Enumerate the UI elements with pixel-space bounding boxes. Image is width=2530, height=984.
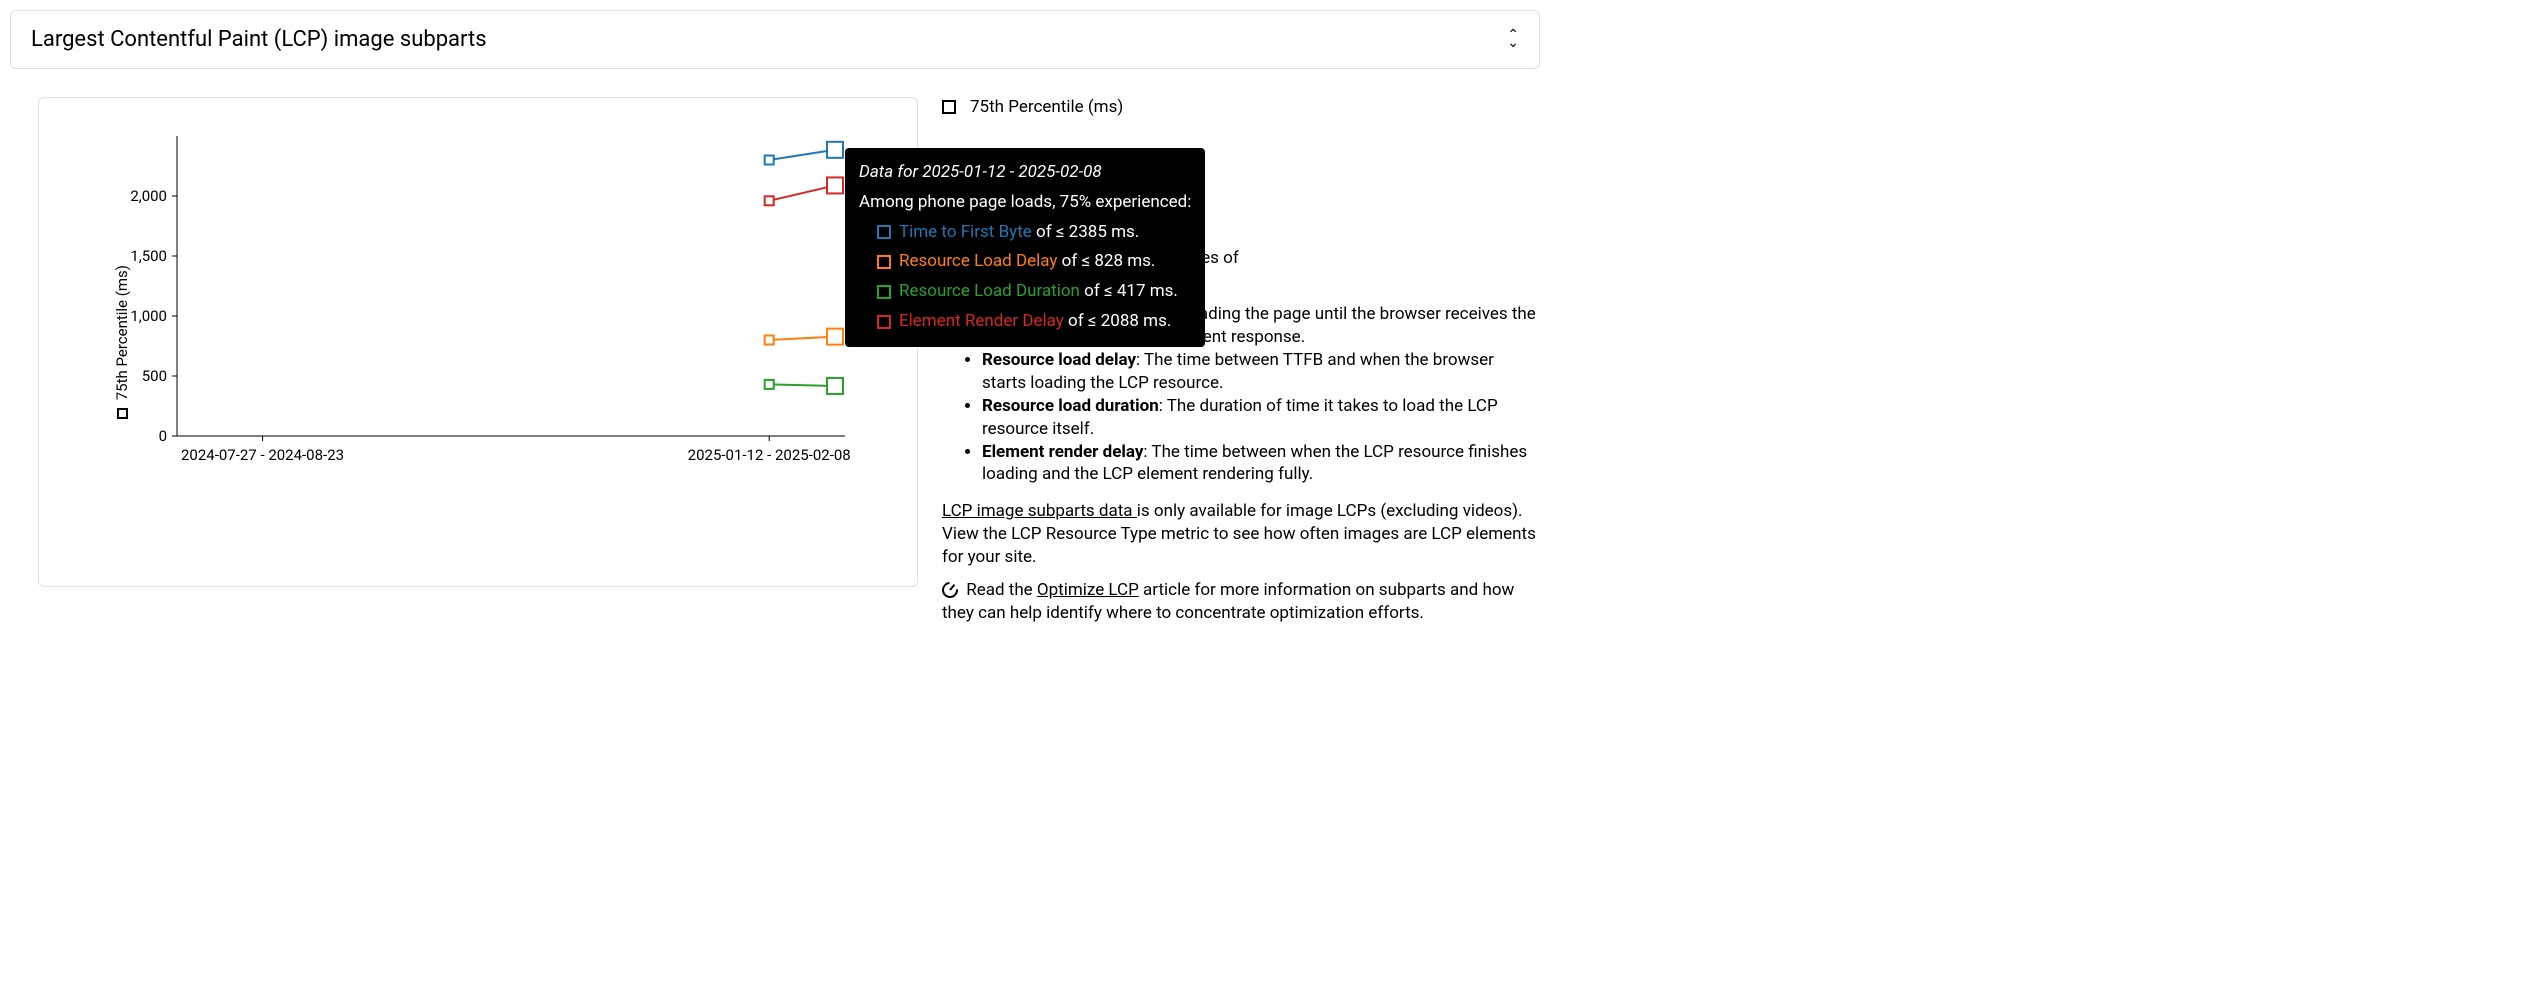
- svg-text:0: 0: [159, 427, 167, 445]
- series-marker-icon: [877, 225, 891, 239]
- tooltip-subtitle: Among phone page loads, 75% experienced:: [859, 188, 1191, 218]
- metric-selector-dropdown[interactable]: Largest Contentful Paint (LCP) image sub…: [10, 10, 1540, 69]
- stepper-icon: ⌃⌄: [1507, 32, 1519, 47]
- square-marker-icon: [942, 100, 956, 114]
- series-label: Element Render Delay: [899, 311, 1064, 331]
- description-bullet: Resource load duration: The duration of …: [982, 395, 1540, 441]
- svg-text:1,500: 1,500: [130, 247, 167, 265]
- series-label: Time to First Byte: [899, 222, 1032, 242]
- chart-tooltip: Data for 2025-01-12 - 2025-02-08 Among p…: [845, 148, 1205, 347]
- tooltip-title: Data for 2025-01-12 - 2025-02-08: [859, 158, 1191, 188]
- svg-text:500: 500: [142, 367, 167, 385]
- legend-label: 75th Percentile (ms): [970, 97, 1123, 117]
- description-bullet: Element render delay: The time between w…: [982, 441, 1540, 487]
- tooltip-series-row: Element Render Delay of ≤ 2088 ms.: [859, 307, 1191, 337]
- tooltip-series-row: Time to First Byte of ≤ 2385 ms.: [859, 218, 1191, 248]
- series-marker-icon: [877, 315, 891, 329]
- description-bullet: Resource load delay: The time between TT…: [982, 349, 1540, 395]
- metric-selector-title: Largest Contentful Paint (LCP) image sub…: [31, 27, 487, 52]
- series-label: Resource Load Duration: [899, 281, 1080, 301]
- svg-text:2025-01-12 - 2025-02-08: 2025-01-12 - 2025-02-08: [688, 446, 851, 464]
- series-label: Resource Load Delay: [899, 251, 1057, 271]
- speedometer-icon: [939, 578, 962, 601]
- series-marker-icon: [877, 285, 891, 299]
- chart-svg: 0 500 1,000 1,500 2,000 2024-07-27 - 2024-08-…: [115, 126, 875, 546]
- legend-checkbox-row[interactable]: 75th Percentile (ms): [942, 97, 1540, 117]
- svg-text:2024-07-27 - 2024-08-23: 2024-07-27 - 2024-08-23: [181, 446, 344, 464]
- series-marker-icon: [877, 255, 891, 269]
- lcp-subparts-link[interactable]: LCP image subparts data: [942, 501, 1137, 521]
- svg-text:1,000: 1,000: [130, 307, 167, 325]
- chart-panel: 75th Percentile (ms) 05001,0001,5002,000…: [38, 97, 918, 587]
- tooltip-series-row: Resource Load Duration of ≤ 417 ms.: [859, 277, 1191, 307]
- optimize-lcp-link[interactable]: Optimize LCP: [1037, 580, 1139, 600]
- svg-text:2,000: 2,000: [130, 187, 167, 205]
- tooltip-series-row: Resource Load Delay of ≤ 828 ms.: [859, 247, 1191, 277]
